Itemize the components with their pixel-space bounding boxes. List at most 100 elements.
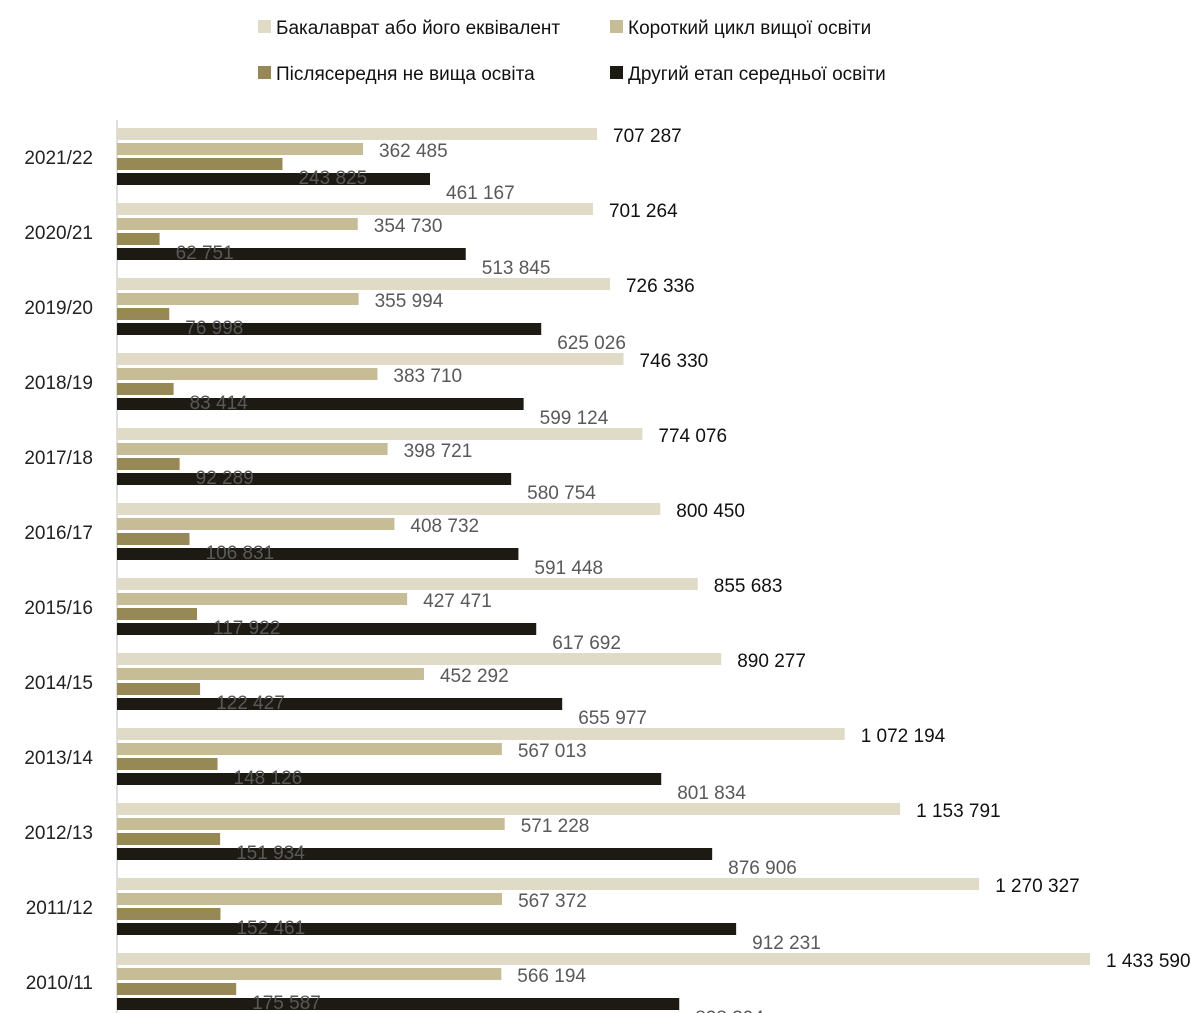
category-label: 2015/16 [24,598,93,619]
value-label-2: 122 427 [216,693,285,714]
value-label-2: 175 587 [252,993,321,1013]
bar-1 [117,668,424,680]
bar-1 [117,143,364,155]
legend-swatch-3 [610,66,623,79]
bar-1 [117,593,408,605]
value-label-3: 828 394 [695,1008,764,1013]
bar-3 [117,623,537,635]
value-label-2: 62 751 [176,243,234,264]
bar-1 [117,368,378,380]
legend-label-3: Другий етап середньої освіти [628,64,886,85]
bar-1 [117,968,502,980]
value-label-3: 801 834 [677,783,746,804]
value-label-3: 599 124 [540,408,609,429]
bar-2 [117,983,237,995]
bar-3 [117,323,542,335]
category-label: 2011/12 [26,898,93,919]
bar-2 [117,683,201,695]
bar-3 [117,398,524,410]
bar-1 [117,443,388,455]
bar-0 [117,953,1090,965]
bar-3 [117,998,680,1010]
value-label-2: 106 831 [206,543,275,564]
legend: Бакалаврат або його еквівалент Короткий ц… [258,18,886,85]
bar-0 [117,428,643,440]
legend-label-1: Короткий цикл вищої освіти [628,18,871,39]
value-label-0: 707 287 [613,126,682,147]
bar-1 [117,293,359,305]
value-labels: 707 287 362 485 243 825 461 167 701 264 354 7… [176,126,1191,1013]
value-label-0: 800 450 [676,501,745,522]
value-label-1: 362 485 [379,141,448,162]
bar-1 [117,218,358,230]
value-label-2: 92 289 [196,468,254,489]
bar-2 [117,158,283,170]
category-label: 2020/21 [24,223,93,244]
value-label-3: 461 167 [446,183,515,204]
bar-0 [117,203,593,215]
value-label-2: 152 461 [236,918,305,939]
category-label: 2012/13 [24,823,93,844]
category-label: 2014/15 [24,673,93,694]
bar-3 [117,923,737,935]
bar-0 [117,578,698,590]
value-label-1: 452 292 [440,666,509,687]
value-label-1: 427 471 [423,591,492,612]
bar-2 [117,533,190,545]
value-label-2: 117 922 [213,618,280,639]
legend-swatch-0 [258,20,271,33]
bar-2 [117,758,218,770]
bar-0 [117,503,661,515]
value-label-3: 912 231 [752,933,821,954]
legend-swatch-1 [610,20,623,33]
legend-swatch-2 [258,66,271,79]
value-label-3: 655 977 [578,708,647,729]
value-label-1: 398 721 [404,441,473,462]
bar-3 [117,248,466,260]
value-label-0: 726 336 [626,276,695,297]
value-label-0: 1 072 194 [861,726,946,747]
value-label-1: 567 372 [518,891,587,912]
value-label-2: 76 998 [185,318,243,339]
value-label-1: 566 194 [517,966,586,987]
bar-0 [117,803,901,815]
value-label-2: 83 414 [190,393,249,414]
bar-3 [117,548,519,560]
bar-0 [117,728,845,740]
value-label-1: 567 013 [518,741,587,762]
value-label-3: 876 906 [728,858,797,879]
bar-0 [117,653,722,665]
bar-2 [117,308,170,320]
value-label-0: 701 264 [609,201,678,222]
value-label-0: 746 330 [640,351,709,372]
bar-0 [117,128,598,140]
bar-2 [117,833,221,845]
bar-0 [117,353,624,365]
value-label-3: 625 026 [557,333,626,354]
value-label-1: 408 732 [410,516,479,537]
bar-1 [117,518,395,530]
bar-3 [117,848,713,860]
value-label-3: 617 692 [552,633,621,654]
category-label: 2018/19 [24,373,93,394]
bar-1 [117,818,505,830]
category-label: 2016/17 [24,523,93,544]
value-label-0: 1 270 327 [995,876,1080,897]
bar-2 [117,458,180,470]
value-label-1: 354 730 [374,216,443,237]
value-label-3: 591 448 [534,558,603,579]
value-label-3: 513 845 [482,258,551,279]
category-label: 2021/22 [24,148,93,169]
category-label: 2019/20 [24,298,93,319]
value-label-2: 148 126 [234,768,303,789]
bar-1 [117,893,503,905]
value-label-0: 855 683 [714,576,783,597]
bars [117,128,1090,1010]
bar-3 [117,773,662,785]
category-label: 2013/14 [24,748,93,769]
value-label-1: 383 710 [393,366,462,387]
category-label: 2017/18 [24,448,93,469]
bar-1 [117,743,502,755]
bar-2 [117,383,174,395]
